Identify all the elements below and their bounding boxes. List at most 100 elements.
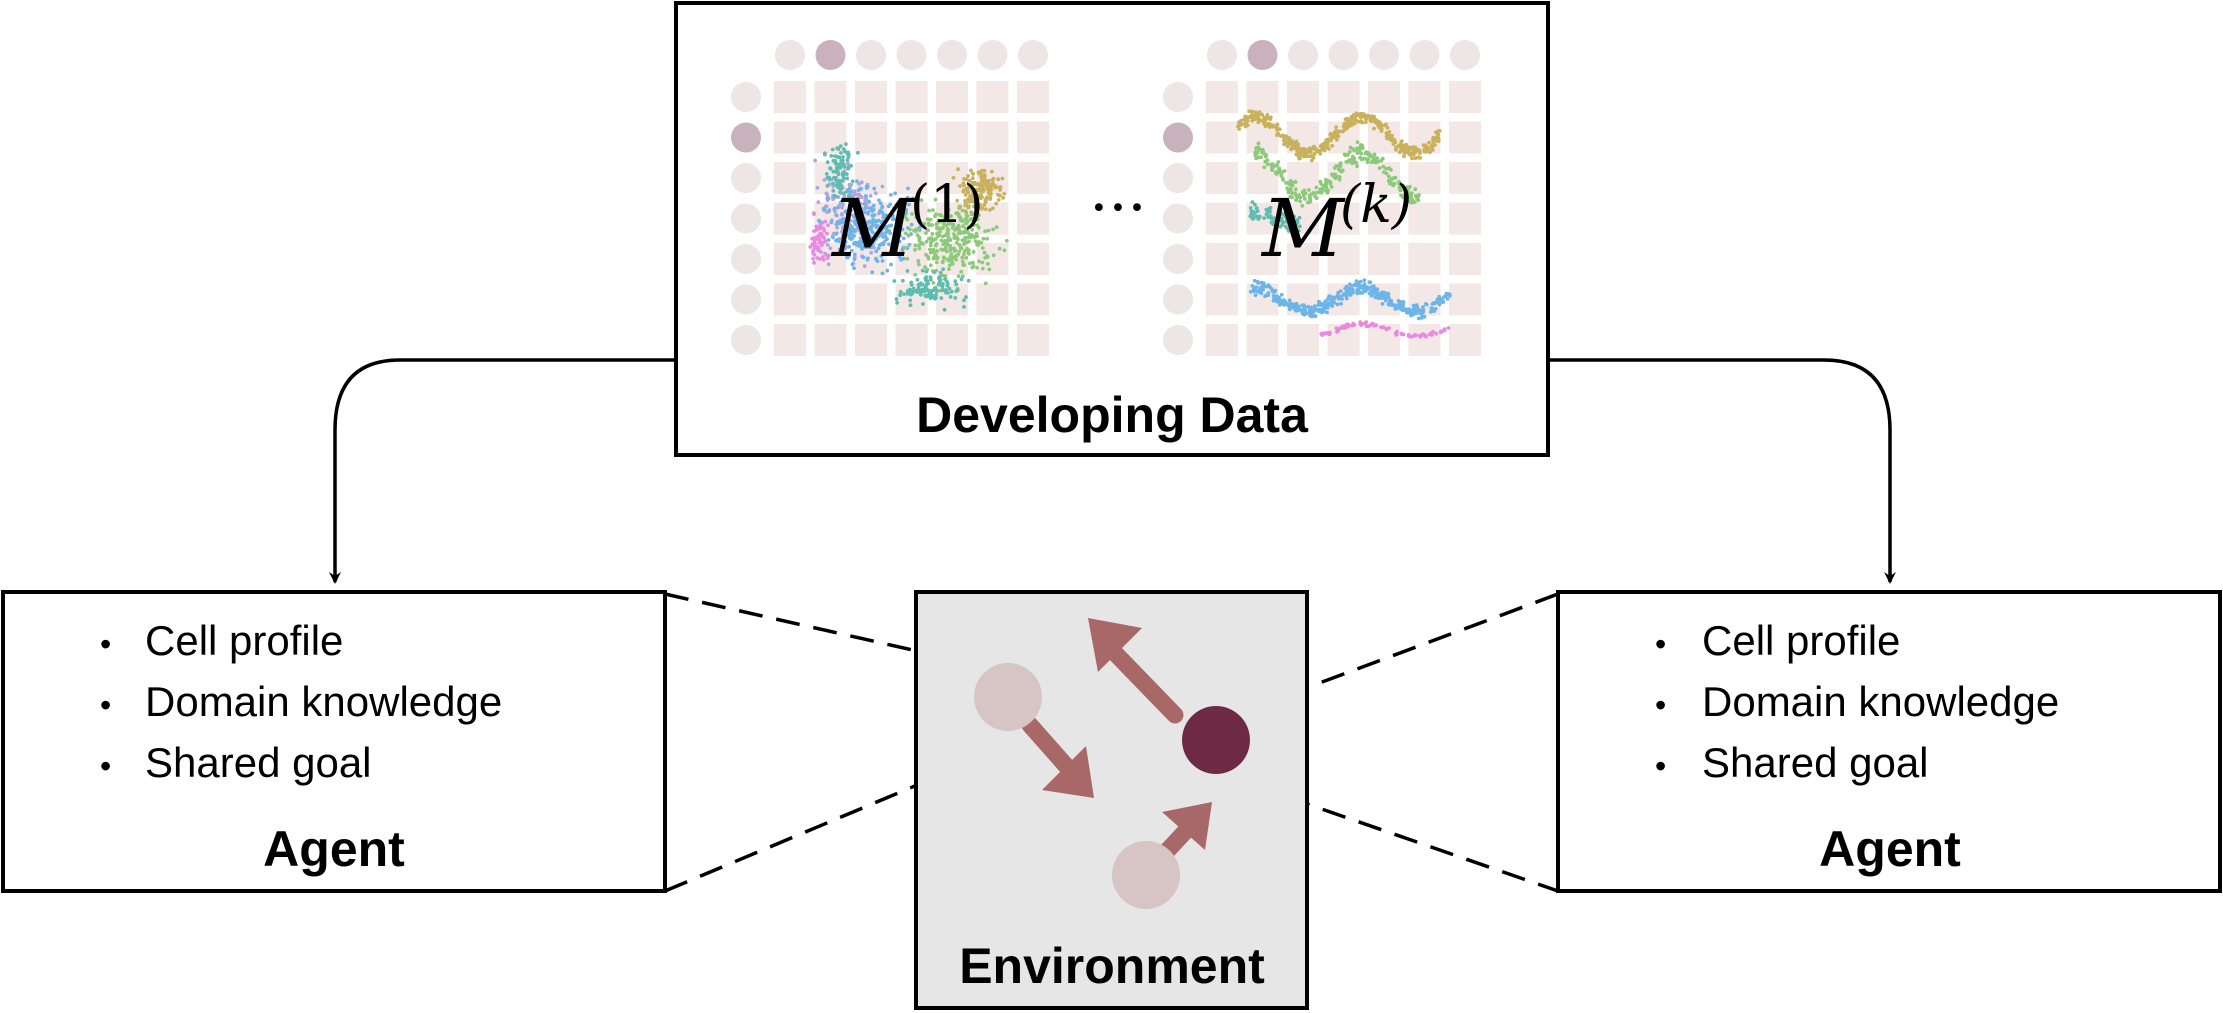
scatter-point xyxy=(1297,224,1302,229)
scatter-point xyxy=(1298,199,1302,204)
scatter-point xyxy=(826,223,830,228)
scatter-point xyxy=(1320,188,1325,192)
matrix-cell xyxy=(1368,243,1400,275)
scatter-point xyxy=(1262,216,1266,221)
matrix-cell xyxy=(774,324,806,356)
scatter-point xyxy=(836,205,840,210)
scatter-point xyxy=(1299,147,1303,152)
scatter-point xyxy=(963,202,968,207)
scatter-point xyxy=(974,187,979,192)
scatter-point xyxy=(1300,190,1305,195)
scatter-point xyxy=(876,218,881,223)
scatter-point xyxy=(1289,146,1293,151)
scatter-point xyxy=(858,201,863,206)
scatter-point xyxy=(1392,181,1397,186)
scatter-point xyxy=(1375,287,1380,292)
matrix-cell xyxy=(1449,121,1481,154)
scatter-point xyxy=(1397,185,1402,190)
scatter-point xyxy=(964,226,968,231)
scatter-point xyxy=(1309,311,1314,316)
scatter-point xyxy=(884,214,889,219)
scatter-point xyxy=(983,229,987,234)
matrix-cell xyxy=(855,121,887,154)
scatter-point xyxy=(1335,302,1340,307)
scatter-point xyxy=(983,180,988,184)
scatter-point xyxy=(846,161,850,166)
embedding-scatter-last xyxy=(1236,109,1452,339)
matrix-cell xyxy=(774,121,806,154)
scatter-point xyxy=(1398,300,1403,304)
scatter-point xyxy=(1407,308,1411,313)
scatter-point xyxy=(1430,306,1435,311)
matrix-cell xyxy=(1449,283,1481,316)
scatter-point xyxy=(894,243,899,248)
scatter-point xyxy=(1261,281,1266,286)
scatter-point xyxy=(975,242,979,247)
scatter-point xyxy=(1400,183,1405,188)
matrix-cell xyxy=(936,324,968,356)
scatter-point xyxy=(1303,197,1307,201)
scatter-point xyxy=(1332,300,1337,305)
scatter-point xyxy=(836,155,840,160)
matrix-cell xyxy=(1017,324,1049,356)
scatter-point xyxy=(1294,198,1298,203)
matrix-cell xyxy=(1017,202,1049,235)
scatter-point xyxy=(886,204,891,209)
scatter-point xyxy=(970,227,975,232)
scatter-point xyxy=(912,228,916,233)
matrix-cell xyxy=(1246,81,1279,113)
scatter-point xyxy=(949,289,954,294)
agent-left-item-2: Domain knowledge xyxy=(145,678,502,725)
scatter-point xyxy=(975,193,979,197)
scatter-point xyxy=(1334,326,1339,330)
scatter-point xyxy=(1411,303,1416,308)
scatter-point xyxy=(840,229,844,234)
scatter-point xyxy=(1302,147,1307,152)
scatter-point xyxy=(1273,288,1278,293)
movement-arrow-down-right xyxy=(1021,716,1094,798)
matrix-cell xyxy=(936,81,968,113)
scatter-point xyxy=(861,255,866,260)
matrix-cell xyxy=(1017,243,1049,275)
matrix-cell xyxy=(814,81,847,113)
scatter-point xyxy=(1255,209,1260,214)
scatter-point xyxy=(1413,333,1418,338)
scatter-point xyxy=(825,231,829,236)
scatter-point xyxy=(967,261,972,266)
scatter-point xyxy=(966,205,971,210)
scatter-point xyxy=(811,248,816,252)
scatter-point xyxy=(1362,278,1367,283)
matrix-column-header xyxy=(1409,40,1440,70)
matrix-cell xyxy=(1206,81,1238,113)
scatter-point xyxy=(928,277,933,282)
scatter-point xyxy=(856,150,860,155)
scatter-point xyxy=(1254,156,1258,161)
scatter-point xyxy=(1394,145,1398,150)
scatter-point xyxy=(974,231,979,236)
scatter-point xyxy=(968,194,972,198)
scatter-point xyxy=(1244,117,1249,122)
scatter-point xyxy=(818,222,823,227)
scatter-point xyxy=(920,241,924,246)
scatter-point xyxy=(1348,145,1353,150)
scatter-point xyxy=(1410,156,1414,161)
scatter-point xyxy=(1384,166,1389,171)
scatter-point xyxy=(1397,302,1402,307)
scatter-point xyxy=(923,285,928,290)
scatter-point xyxy=(919,198,924,203)
scatter-point xyxy=(1259,118,1264,123)
scatter-point xyxy=(881,235,886,239)
scatter-point xyxy=(874,225,879,230)
scatter-point xyxy=(855,196,860,201)
scatter-point xyxy=(852,189,857,194)
scatter-point xyxy=(808,245,813,249)
movement-arrow-up-left xyxy=(1088,618,1184,724)
scatter-point xyxy=(905,256,910,261)
scatter-point xyxy=(961,230,965,235)
scatter-point xyxy=(1428,149,1433,153)
scatter-point xyxy=(896,204,900,209)
scatter-point xyxy=(1285,181,1290,185)
scatter-point xyxy=(1271,123,1276,128)
scatter-point xyxy=(983,182,988,187)
scatter-point xyxy=(1336,329,1341,333)
